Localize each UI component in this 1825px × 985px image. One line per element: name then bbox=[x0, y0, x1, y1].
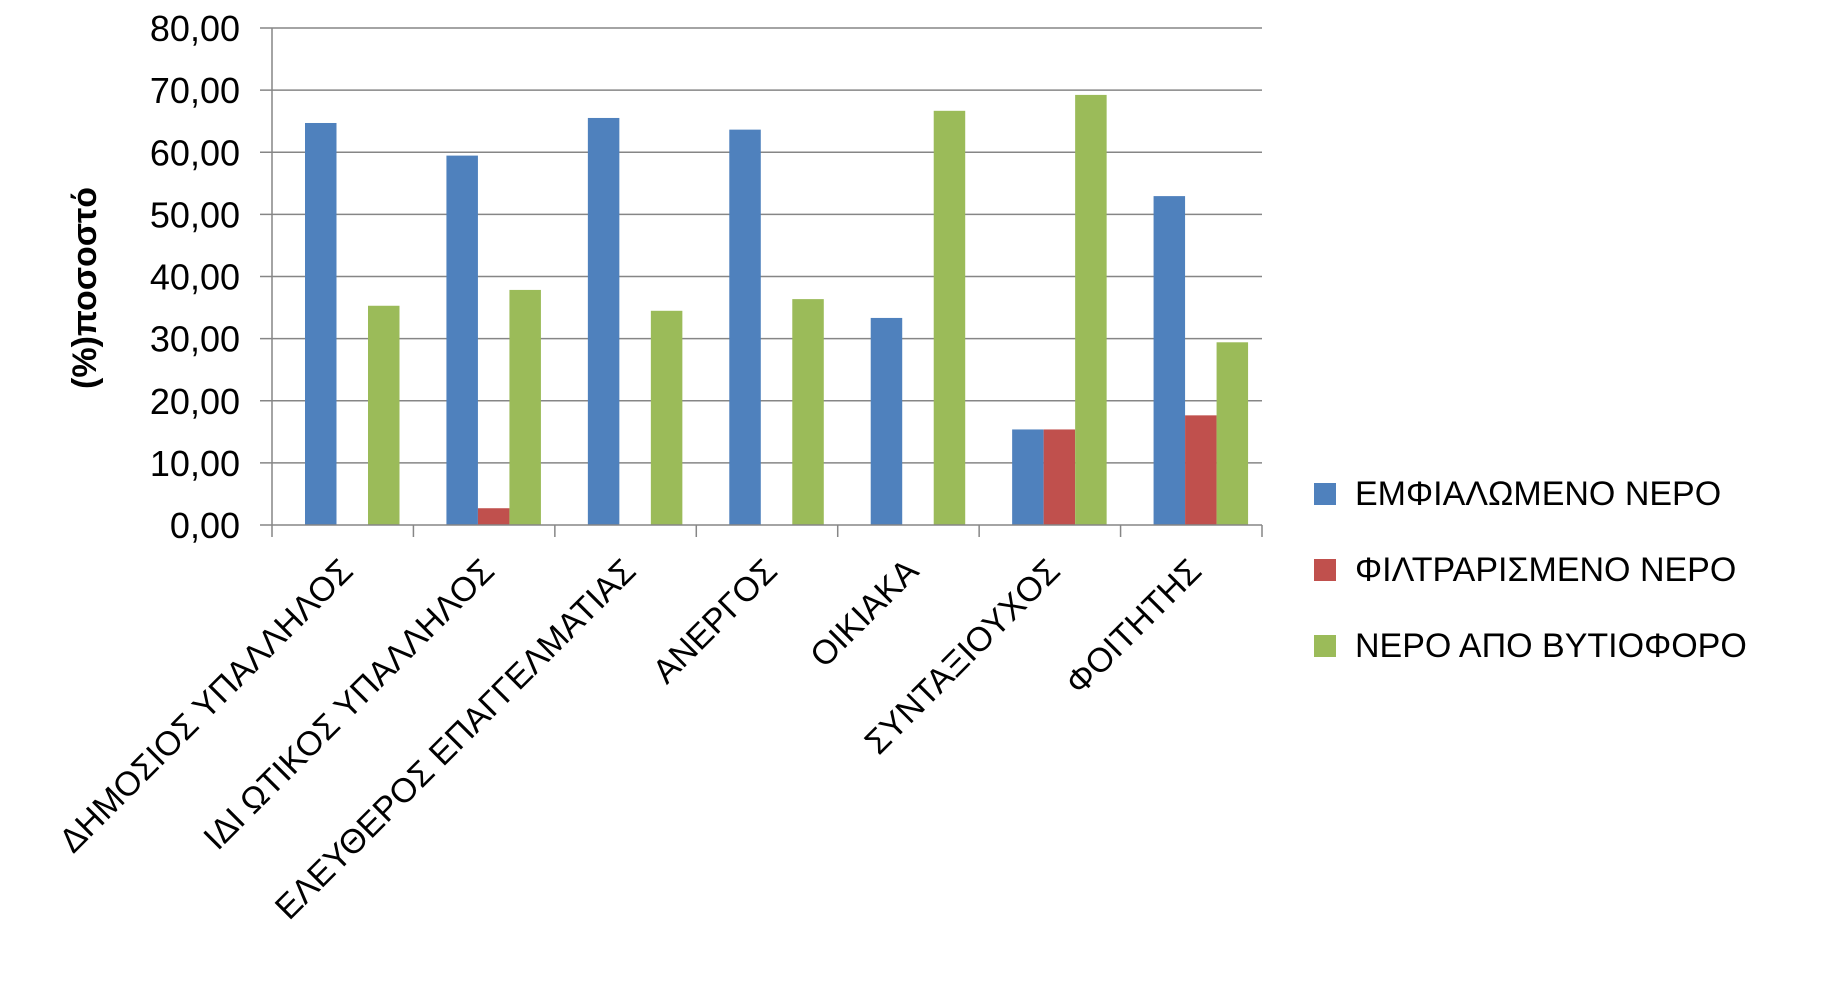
bar-1-5 bbox=[870, 317, 903, 525]
bar-3-3 bbox=[650, 310, 683, 525]
legend-swatch bbox=[1314, 635, 1336, 657]
bar-1-2 bbox=[446, 155, 478, 526]
y-tick-label: 40,00 bbox=[150, 257, 240, 298]
y-tick-label: 50,00 bbox=[150, 194, 240, 235]
y-tick-label: 0,00 bbox=[170, 505, 240, 546]
x-category-label: ΦΟΙΤΗΤΗΣ bbox=[1059, 552, 1209, 702]
y-tick-label: 60,00 bbox=[150, 132, 240, 173]
legend-label: ΕΜΦΙΑΛΩΜΕΝΟ ΝΕΡΟ bbox=[1355, 475, 1721, 513]
bar-3-6 bbox=[1075, 94, 1107, 525]
legend: ΕΜΦΙΑΛΩΜΕΝΟ ΝΕΡΟ ΦΙΛΤΡΑΡΙΣΜΕΝΟ ΝΕΡΟ ΝΕΡΟ Α… bbox=[1314, 475, 1747, 665]
bar-3-2 bbox=[509, 289, 541, 525]
legend-label: ΦΙΛΤΡΑΡΙΣΜΕΝΟ ΝΕΡΟ bbox=[1355, 551, 1736, 589]
axes bbox=[271, 28, 1263, 537]
bar-2-2 bbox=[477, 508, 510, 525]
x-category-label: ΙΔΙ ΩΤΙΚΟΣ ΥΠΑΛΛΗΛΟΣ bbox=[196, 552, 501, 857]
x-category-label: ΔΗΜΟΣΙΟΣ ΥΠΑΛΛΗΛΟΣ bbox=[52, 552, 360, 860]
bar-2-7 bbox=[1185, 415, 1217, 525]
bar-1-3 bbox=[587, 117, 620, 525]
bar-3-1 bbox=[368, 305, 400, 525]
bar-1-1 bbox=[305, 122, 337, 525]
bar-3-4 bbox=[792, 299, 824, 525]
y-axis-tick-labels: 0,00 10,00 20,00 30,00 40,00 50,00 60,00 70,00 8… bbox=[150, 8, 240, 546]
bar-1-6 bbox=[1012, 429, 1044, 525]
gridlines bbox=[260, 27, 1262, 526]
bar-1-4 bbox=[729, 129, 761, 525]
y-axis-title: (%)ποσοστό bbox=[66, 187, 104, 389]
y-tick-label: 30,00 bbox=[150, 319, 240, 360]
bars bbox=[305, 94, 1249, 526]
y-tick-label: 70,00 bbox=[150, 70, 240, 111]
x-category-label: ΟΙΚΙΑΚΑ bbox=[803, 552, 926, 675]
x-category-label: ΑΝΕΡΓΟΣ bbox=[646, 552, 785, 691]
bar-3-5 bbox=[933, 110, 966, 525]
y-tick-label: 80,00 bbox=[150, 8, 240, 49]
legend-label: ΝΕΡΟ ΑΠΟ ΒΥΤΙΟΦΟΡΟ bbox=[1355, 627, 1747, 665]
bar-3-7 bbox=[1216, 342, 1249, 525]
bar-2-6 bbox=[1043, 429, 1076, 525]
y-tick-label: 20,00 bbox=[150, 381, 240, 422]
legend-swatch bbox=[1314, 559, 1336, 581]
legend-swatch bbox=[1314, 483, 1336, 505]
y-tick-label: 10,00 bbox=[150, 443, 240, 484]
bar-1-7 bbox=[1153, 196, 1186, 526]
